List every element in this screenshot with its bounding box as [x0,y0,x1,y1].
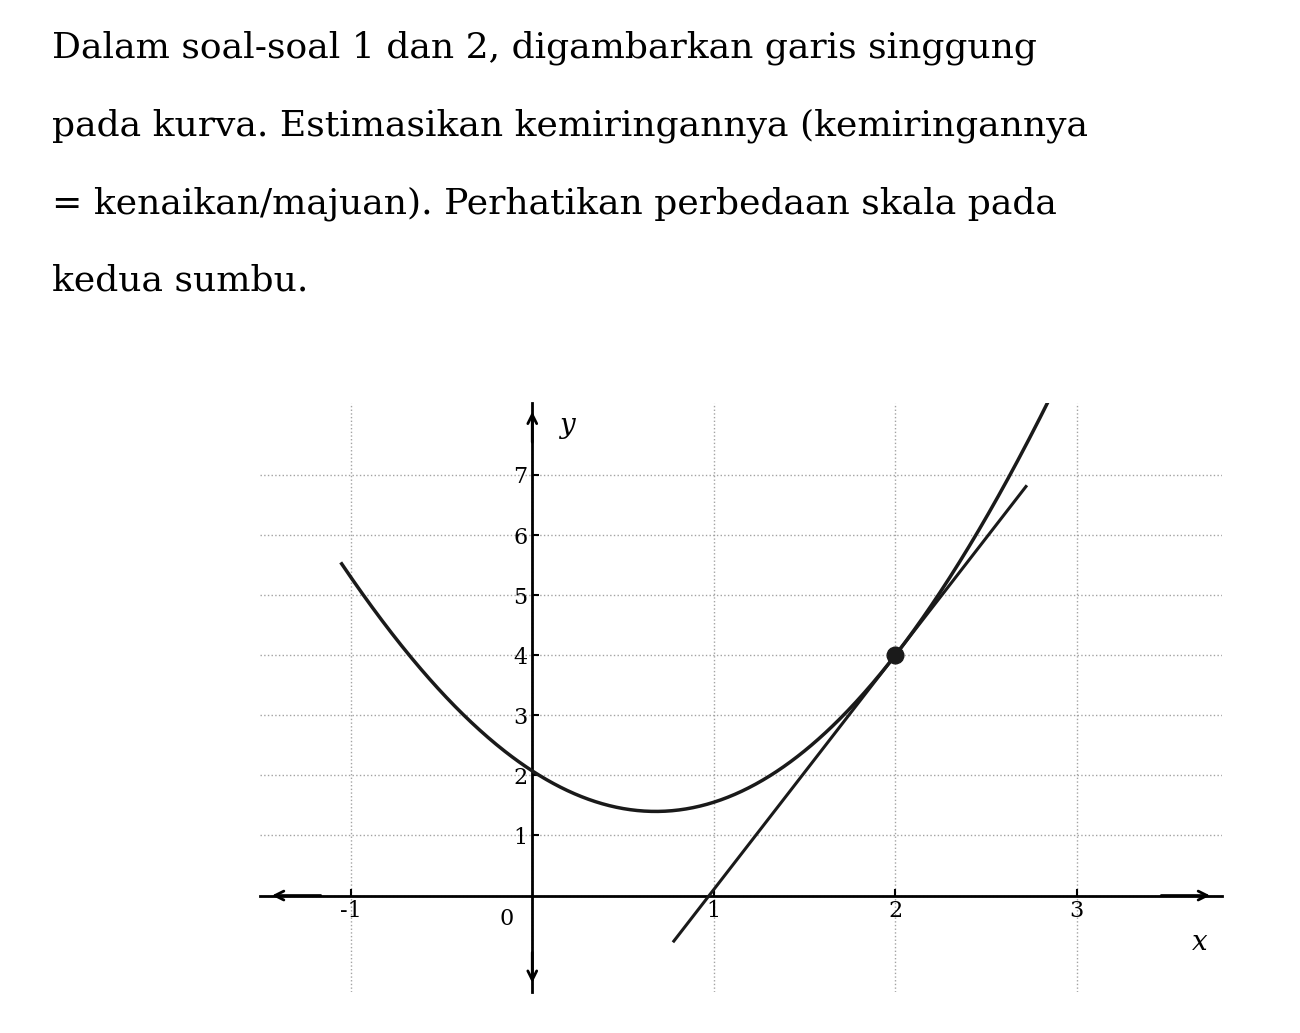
Text: pada kurva. Estimasikan kemiringannya (kemiringannya: pada kurva. Estimasikan kemiringannya (k… [52,108,1088,143]
Text: Dalam soal-soal 1 dan 2, digambarkan garis singgung: Dalam soal-soal 1 dan 2, digambarkan gar… [52,31,1037,65]
Text: 0: 0 [500,908,514,930]
Text: x: x [1192,929,1208,956]
Text: kedua sumbu.: kedua sumbu. [52,263,308,298]
Text: y: y [559,412,575,439]
Text: = kenaikan/majuan). Perhatikan perbedaan skala pada: = kenaikan/majuan). Perhatikan perbedaan… [52,186,1057,220]
